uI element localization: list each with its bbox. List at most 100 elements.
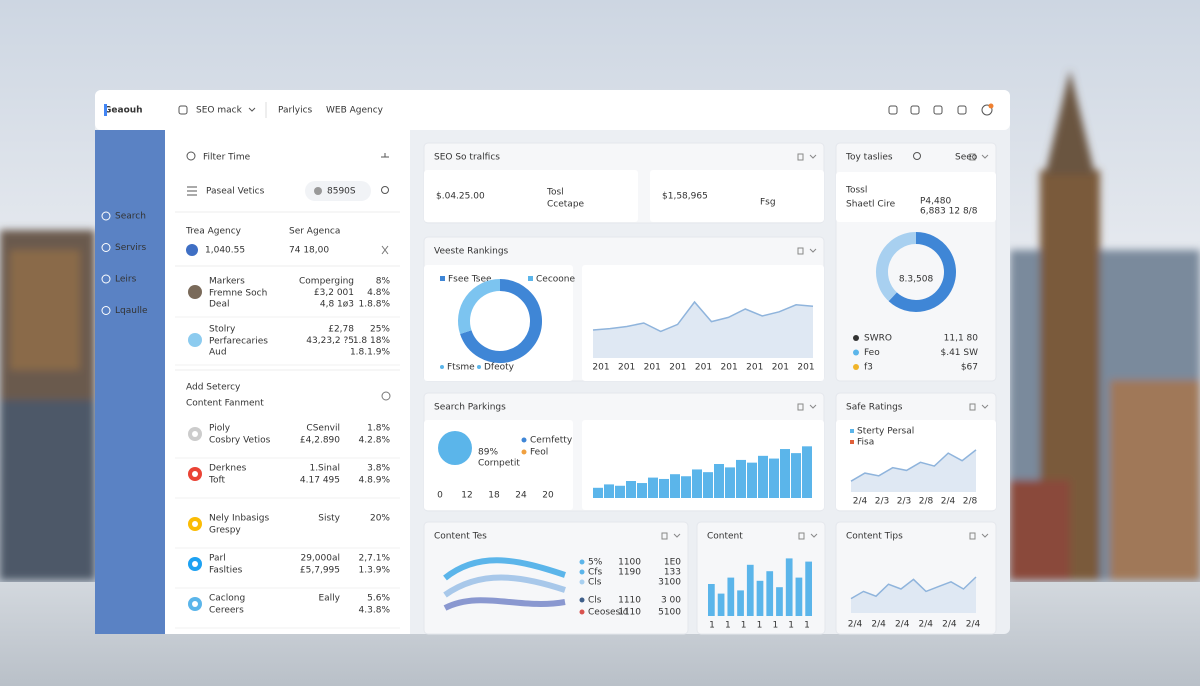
- x-tick-label: 2/4: [853, 497, 868, 507]
- x-tick-label: 201: [797, 363, 814, 373]
- logo-bar: [104, 104, 107, 116]
- bar: [717, 593, 725, 616]
- caret: [810, 533, 818, 538]
- label: Derknes: [209, 464, 247, 474]
- icon: [969, 403, 976, 411]
- label: Feol: [530, 448, 548, 458]
- bar: [785, 558, 793, 616]
- donut-segment: [888, 232, 956, 312]
- icon: [797, 247, 804, 255]
- label: Parl: [209, 554, 226, 564]
- line: [850, 449, 977, 482]
- x-tick-label: 2/4: [942, 620, 957, 630]
- area: [593, 302, 813, 358]
- label: CSenvil: [306, 424, 340, 434]
- icon: [178, 105, 188, 115]
- x-tick-label: 2/4: [941, 497, 956, 507]
- label: $67: [961, 363, 978, 373]
- label: Perfarecaries: [209, 337, 268, 347]
- card: [423, 521, 689, 635]
- label: Fremne Soch: [209, 289, 267, 299]
- icon: [381, 153, 389, 158]
- x-tick-label: 2/4: [848, 620, 863, 630]
- x-tick-label: 1: [709, 621, 715, 631]
- label: 1.8.8%: [359, 300, 391, 310]
- nav-icon: [101, 274, 111, 284]
- wave: [443, 557, 566, 581]
- big-value: $.04.25.00: [436, 192, 485, 202]
- icon: [579, 569, 585, 575]
- header-bar: [95, 90, 1010, 130]
- label: P4,480: [920, 197, 951, 207]
- label: 4.2.8%: [359, 436, 391, 446]
- caret: [809, 248, 817, 253]
- tab: SEO mack: [196, 106, 243, 116]
- label: Dfeoty: [484, 363, 515, 373]
- logo: Geaouh: [104, 106, 143, 116]
- icon: [381, 391, 391, 401]
- label: 1110: [618, 608, 641, 618]
- label: 25%: [370, 325, 390, 335]
- bar: [791, 453, 801, 498]
- icon: [192, 521, 198, 527]
- label: £4,2.890: [300, 436, 340, 446]
- icon: [988, 103, 994, 109]
- icon: [314, 187, 322, 195]
- donut-segment: [458, 279, 501, 334]
- building: [0, 400, 95, 580]
- label: 5.6%: [367, 594, 390, 604]
- icon: [192, 431, 198, 437]
- wave: [443, 597, 566, 611]
- label: Comperging: [299, 277, 354, 287]
- label: Sisty: [318, 514, 340, 524]
- label: £3,2 001: [314, 288, 354, 298]
- icon: [521, 437, 527, 443]
- x-tick-label: 201: [644, 363, 661, 373]
- label: Eally: [318, 594, 340, 604]
- donut-segment: [460, 279, 542, 363]
- card-title: Safe Ratings: [846, 403, 903, 413]
- icon: [579, 559, 585, 565]
- x-tick-label: 2/8: [919, 497, 934, 507]
- label: Ser Agenca: [289, 227, 340, 237]
- label: Fsg: [760, 198, 776, 208]
- label: Cls: [588, 578, 602, 588]
- icon: [579, 597, 585, 603]
- panel: [424, 170, 638, 222]
- label: Cecoone: [536, 275, 575, 285]
- card-title: Content Tes: [434, 532, 487, 542]
- x-tick-label: 2/3: [875, 497, 889, 507]
- label: Trea Agency: [185, 227, 242, 237]
- label: Ftsme: [447, 363, 475, 373]
- legend-swatch: [528, 276, 533, 281]
- label: 8590S: [327, 187, 356, 197]
- city: [0, 70, 1200, 580]
- bar: [725, 467, 735, 498]
- nav-item: Servirs: [115, 243, 146, 253]
- legend-swatch: [850, 429, 854, 433]
- label: Filter Time: [203, 153, 251, 163]
- label: 4.8%: [367, 288, 390, 298]
- label: Faslties: [209, 566, 243, 576]
- label: 1.3.9%: [359, 566, 391, 576]
- label: 5%: [588, 558, 603, 568]
- label: 74 18,00: [289, 246, 329, 256]
- label: 4.17 495: [300, 476, 340, 486]
- x-tick-label: 1: [725, 621, 731, 631]
- label: 133: [664, 568, 681, 578]
- bar: [727, 577, 735, 616]
- icon: [188, 285, 202, 299]
- nav-icon: [101, 243, 111, 252]
- bar: [756, 580, 764, 616]
- x-tick-label: 201: [772, 363, 789, 373]
- big-value: $1,58,965: [662, 192, 708, 202]
- icon: [521, 449, 527, 455]
- panel: [650, 170, 824, 222]
- x-tick-label: 2/4: [919, 620, 934, 630]
- bar: [626, 481, 636, 498]
- label: 1E0: [664, 558, 681, 568]
- label: 3100: [658, 578, 681, 588]
- caret: [809, 154, 817, 159]
- label: Content Fanment: [186, 399, 264, 409]
